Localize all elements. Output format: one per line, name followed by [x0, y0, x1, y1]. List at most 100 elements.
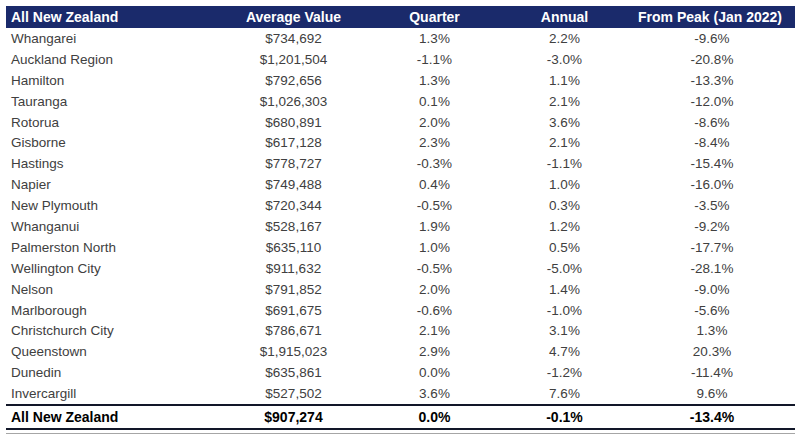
- footer-quarter-cell: 0.0%: [369, 405, 500, 429]
- annual-cell: -3.0%: [500, 49, 629, 70]
- quarter-cell: 2.0%: [369, 112, 500, 133]
- region-cell: Invercargill: [6, 383, 218, 405]
- region-cell: Wellington City: [6, 258, 218, 279]
- table-row: Marlborough$691,675-0.6%-1.0%-5.6%: [6, 300, 795, 321]
- avg-value-cell: $680,891: [218, 112, 369, 133]
- quarter-cell: -0.5%: [369, 195, 500, 216]
- quarter-cell: 2.9%: [369, 341, 500, 362]
- footer-region-cell: All New Zealand: [6, 405, 218, 429]
- quarter-cell: -0.3%: [369, 153, 500, 174]
- avg-value-cell: $778,727: [218, 153, 369, 174]
- avg-value-cell: $786,671: [218, 320, 369, 341]
- avg-value-cell: $1,201,504: [218, 49, 369, 70]
- bottom-divider: [6, 433, 795, 434]
- region-cell: Hastings: [6, 153, 218, 174]
- annual-cell: 1.1%: [500, 70, 629, 91]
- annual-cell: 1.0%: [500, 174, 629, 195]
- avg-value-cell: $617,128: [218, 132, 369, 153]
- avg-value-cell: $528,167: [218, 216, 369, 237]
- from-peak-cell: -20.8%: [629, 49, 795, 70]
- region-cell: Rotorua: [6, 112, 218, 133]
- from-peak-cell: -5.6%: [629, 300, 795, 321]
- annual-cell: 1.2%: [500, 216, 629, 237]
- annual-cell: -1.1%: [500, 153, 629, 174]
- quarter-cell: 1.3%: [369, 70, 500, 91]
- quarter-cell: -0.6%: [369, 300, 500, 321]
- table-body: Whangarei$734,6921.3%2.2%-9.6%Auckland R…: [6, 28, 795, 405]
- from-peak-cell: 9.6%: [629, 383, 795, 405]
- column-header-average-value: Average Value: [218, 6, 369, 28]
- quarter-cell: 2.3%: [369, 132, 500, 153]
- annual-cell: 7.6%: [500, 383, 629, 405]
- avg-value-cell: $527,502: [218, 383, 369, 405]
- quarter-cell: 0.0%: [369, 362, 500, 383]
- table-row: Hastings$778,727-0.3%-1.1%-15.4%: [6, 153, 795, 174]
- annual-cell: 0.3%: [500, 195, 629, 216]
- table-footer: All New Zealand $907,274 0.0% -0.1% -13.…: [6, 405, 795, 429]
- table-row: Whanganui$528,1671.9%1.2%-9.2%: [6, 216, 795, 237]
- quarter-cell: 3.6%: [369, 383, 500, 405]
- avg-value-cell: $791,852: [218, 279, 369, 300]
- from-peak-cell: 20.3%: [629, 341, 795, 362]
- table-row: Rotorua$680,8912.0%3.6%-8.6%: [6, 112, 795, 133]
- footer-annual-cell: -0.1%: [500, 405, 629, 429]
- footer-avg-value-cell: $907,274: [218, 405, 369, 429]
- region-cell: Palmerston North: [6, 237, 218, 258]
- quarter-cell: 2.1%: [369, 320, 500, 341]
- property-values-table: All New Zealand Average Value Quarter An…: [6, 6, 795, 430]
- region-cell: New Plymouth: [6, 195, 218, 216]
- avg-value-cell: $1,026,303: [218, 91, 369, 112]
- region-cell: Nelson: [6, 279, 218, 300]
- from-peak-cell: -9.6%: [629, 28, 795, 49]
- region-cell: Dunedin: [6, 362, 218, 383]
- from-peak-cell: -8.6%: [629, 112, 795, 133]
- annual-cell: 0.5%: [500, 237, 629, 258]
- region-cell: Auckland Region: [6, 49, 218, 70]
- from-peak-cell: -8.4%: [629, 132, 795, 153]
- from-peak-cell: -15.4%: [629, 153, 795, 174]
- table-row: Queenstown$1,915,0232.9%4.7%20.3%: [6, 341, 795, 362]
- annual-cell: -5.0%: [500, 258, 629, 279]
- table-row: Invercargill$527,5023.6%7.6%9.6%: [6, 383, 795, 405]
- quarter-cell: 1.0%: [369, 237, 500, 258]
- avg-value-cell: $792,656: [218, 70, 369, 91]
- table-row: Wellington City$911,632-0.5%-5.0%-28.1%: [6, 258, 795, 279]
- annual-cell: 3.6%: [500, 112, 629, 133]
- column-header-annual: Annual: [500, 6, 629, 28]
- region-cell: Whangarei: [6, 28, 218, 49]
- from-peak-cell: -11.4%: [629, 362, 795, 383]
- from-peak-cell: 1.3%: [629, 320, 795, 341]
- table-row: Hamilton$792,6561.3%1.1%-13.3%: [6, 70, 795, 91]
- column-header-from-peak: From Peak (Jan 2022): [629, 6, 795, 28]
- from-peak-cell: -28.1%: [629, 258, 795, 279]
- region-cell: Hamilton: [6, 70, 218, 91]
- region-cell: Tauranga: [6, 91, 218, 112]
- annual-cell: 3.1%: [500, 320, 629, 341]
- region-cell: Christchurch City: [6, 320, 218, 341]
- from-peak-cell: -3.5%: [629, 195, 795, 216]
- quarter-cell: -0.5%: [369, 258, 500, 279]
- table-row: Gisborne$617,1282.3%2.1%-8.4%: [6, 132, 795, 153]
- region-cell: Gisborne: [6, 132, 218, 153]
- table-row: Christchurch City$786,6712.1%3.1%1.3%: [6, 320, 795, 341]
- region-cell: Whanganui: [6, 216, 218, 237]
- table-footer-row: All New Zealand $907,274 0.0% -0.1% -13.…: [6, 405, 795, 429]
- quarter-cell: 1.3%: [369, 28, 500, 49]
- column-header-quarter: Quarter: [369, 6, 500, 28]
- from-peak-cell: -16.0%: [629, 174, 795, 195]
- table-header: All New Zealand Average Value Quarter An…: [6, 6, 795, 28]
- annual-cell: 4.7%: [500, 341, 629, 362]
- from-peak-cell: -17.7%: [629, 237, 795, 258]
- avg-value-cell: $1,915,023: [218, 341, 369, 362]
- quarter-cell: 0.1%: [369, 91, 500, 112]
- table-row: Palmerston North$635,1101.0%0.5%-17.7%: [6, 237, 795, 258]
- column-header-region: All New Zealand: [6, 6, 218, 28]
- from-peak-cell: -9.0%: [629, 279, 795, 300]
- table-row: Auckland Region$1,201,504-1.1%-3.0%-20.8…: [6, 49, 795, 70]
- region-cell: Napier: [6, 174, 218, 195]
- region-cell: Marlborough: [6, 300, 218, 321]
- from-peak-cell: -13.3%: [629, 70, 795, 91]
- avg-value-cell: $749,488: [218, 174, 369, 195]
- footer-from-peak-cell: -13.4%: [629, 405, 795, 429]
- annual-cell: -1.0%: [500, 300, 629, 321]
